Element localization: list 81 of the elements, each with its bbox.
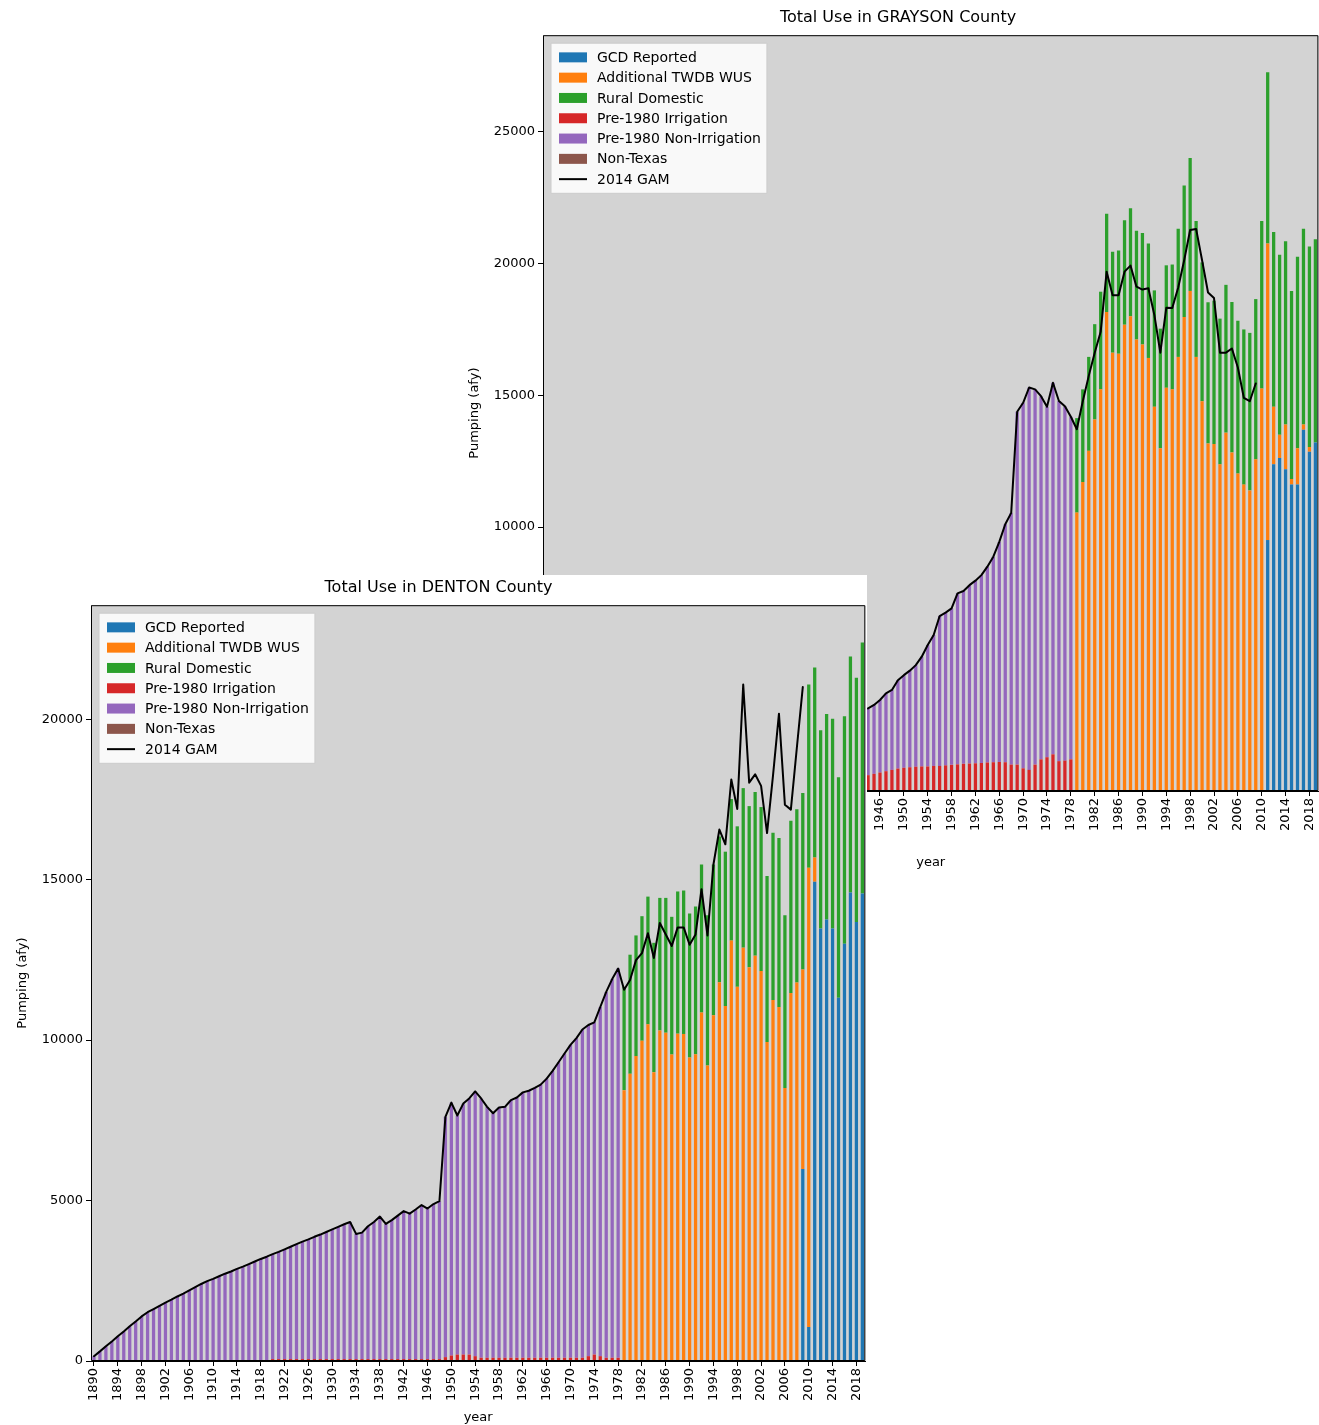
legend-label: 2014 GAM [597, 170, 670, 187]
x-tick-label: 1950 [895, 798, 911, 832]
y-tick-label: 5000 [49, 1191, 83, 1207]
legend-label: 2014 GAM [145, 740, 218, 757]
x-tick-label: 1974 [585, 1368, 601, 1402]
y-tick-label: 15000 [493, 386, 535, 402]
x-tick-label: 2006 [776, 1368, 792, 1402]
x-tick-label: 2002 [752, 1368, 768, 1402]
legend-label: GCD Reported [145, 618, 245, 635]
legend-label: Pre-1980 Non-Irrigation [145, 700, 309, 717]
y-tick-label: 20000 [41, 710, 83, 726]
x-tick-label: 2014 [1276, 798, 1292, 832]
x-tick-label: 1994 [1157, 798, 1173, 832]
x-tick-label: 1954 [919, 798, 935, 832]
legend-label: Additional TWDB WUS [145, 639, 301, 656]
x-tick-label: 1970 [1014, 798, 1030, 832]
x-tick-label: 1934 [347, 1368, 363, 1402]
x-tick-label: 1962 [514, 1368, 530, 1402]
x-tick-label: 1906 [180, 1368, 196, 1402]
legend-label: Pre-1980 Irrigation [597, 109, 728, 126]
legend-label: Pre-1980 Irrigation [145, 679, 276, 696]
x-tick-label: 1986 [657, 1368, 673, 1402]
chart-title: Total Use in GRAYSON County [778, 6, 1017, 26]
x-tick-label: 1946 [418, 1368, 434, 1402]
y-tick-label: 20000 [493, 254, 535, 270]
x-tick-label: 1926 [299, 1368, 315, 1402]
x-tick-label: 1950 [442, 1368, 458, 1402]
y-tick-label: 15000 [41, 870, 83, 886]
x-tick-label: 2006 [1229, 798, 1245, 832]
x-tick-label: 1966 [538, 1368, 554, 1402]
x-tick-label: 1998 [728, 1368, 744, 1402]
x-tick-label: 1918 [252, 1368, 268, 1402]
legend-label: Rural Domestic [145, 659, 252, 676]
y-tick-label: 25000 [493, 122, 535, 138]
x-tick-label: 2002 [1205, 798, 1221, 832]
x-tick-label: 2018 [847, 1368, 863, 1402]
y-axis-title: Pumping (afy) [14, 937, 30, 1029]
x-tick-label: 1998 [1181, 798, 1197, 832]
x-tick-label: 2010 [1253, 798, 1269, 832]
x-tick-label: 1982 [1086, 798, 1102, 832]
x-axis-title: year [916, 853, 946, 869]
x-tick-label: 1982 [633, 1368, 649, 1402]
x-tick-label: 1942 [395, 1368, 411, 1402]
legend-label: Additional TWDB WUS [597, 69, 753, 86]
x-tick-label: 1970 [561, 1368, 577, 1402]
x-tick-label: 2018 [1300, 798, 1316, 832]
x-tick-label: 1894 [109, 1368, 125, 1402]
legend-label: Non-Texas [597, 150, 668, 167]
x-tick-label: 1890 [85, 1368, 101, 1402]
x-tick-label: 1994 [704, 1368, 720, 1402]
x-tick-label: 1930 [323, 1368, 339, 1402]
legend-label: Pre-1980 Non-Irrigation [597, 130, 761, 147]
x-tick-label: 1946 [871, 798, 887, 832]
legend-label: Non-Texas [145, 720, 216, 737]
y-tick-label: 0 [74, 1352, 83, 1368]
y-tick-label: 10000 [41, 1031, 83, 1047]
x-tick-label: 1990 [1133, 798, 1149, 832]
x-tick-label: 1966 [990, 798, 1006, 832]
x-tick-label: 1914 [228, 1368, 244, 1402]
x-tick-label: 1938 [371, 1368, 387, 1402]
y-axis-title: Pumping (afy) [466, 367, 482, 459]
x-tick-label: 1978 [1062, 798, 1078, 832]
legend-label: Rural Domestic [597, 89, 704, 106]
x-tick-label: 1898 [133, 1368, 148, 1402]
x-tick-label: 1978 [609, 1368, 625, 1402]
y-tick-label: 10000 [493, 518, 535, 534]
x-tick-label: 2010 [800, 1368, 816, 1402]
x-tick-label: 1954 [466, 1368, 482, 1402]
x-tick-label: 1958 [490, 1368, 506, 1402]
x-tick-label: 1910 [204, 1368, 220, 1402]
chart-title: Total Use in DENTON County [323, 576, 553, 596]
x-tick-label: 1974 [1038, 798, 1054, 832]
legend-label: GCD Reported [597, 48, 697, 65]
x-axis-title: year [463, 1408, 494, 1424]
x-tick-label: 1986 [1109, 798, 1125, 832]
x-tick-label: 1962 [966, 798, 982, 832]
x-tick-label: 1958 [942, 798, 958, 832]
x-tick-label: 1990 [680, 1368, 696, 1402]
x-tick-label: 1922 [275, 1368, 291, 1402]
x-tick-label: 1902 [156, 1368, 172, 1402]
x-tick-label: 2014 [823, 1368, 839, 1402]
